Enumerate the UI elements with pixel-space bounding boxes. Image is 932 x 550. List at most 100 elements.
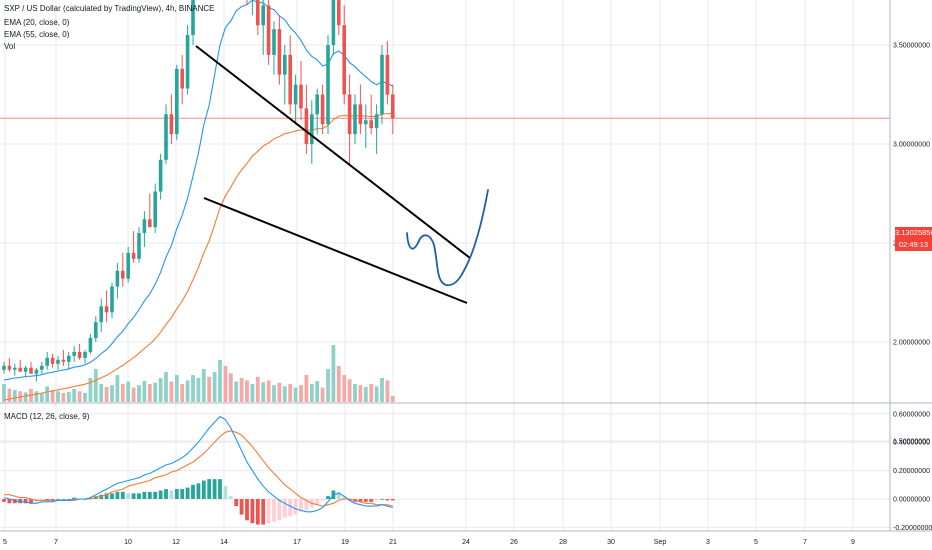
candle-body	[342, 25, 346, 95]
macd-histogram-bar	[142, 491, 147, 499]
volume-bar	[104, 387, 109, 402]
x-tick-label: 5	[3, 539, 7, 546]
volume-bar	[212, 372, 217, 402]
volume-bar	[137, 385, 141, 402]
macd-histogram-bar	[239, 499, 244, 515]
candle-body	[110, 286, 114, 313]
candle-body	[304, 108, 309, 144]
macd-histogram-bar	[147, 491, 152, 499]
volume-bar	[315, 381, 320, 402]
candle-body	[180, 68, 184, 89]
macd-histogram-bar	[50, 499, 55, 501]
candle-body	[45, 357, 49, 366]
macd-histogram-bar	[153, 491, 158, 499]
macd-histogram-bar	[380, 499, 384, 500]
macd-histogram-bar	[2, 499, 6, 502]
candlesticks[interactable]	[2, 0, 395, 382]
volume-bar	[228, 373, 233, 402]
candle-body	[77, 351, 82, 358]
volume-bar	[180, 384, 185, 402]
volume-bar	[336, 366, 341, 402]
macd-histogram-bar	[255, 499, 260, 525]
macd-histogram-bar	[250, 499, 255, 524]
candle-body	[23, 367, 28, 372]
x-tick-label: 9	[851, 539, 855, 546]
x-tick-label: 21	[389, 539, 397, 546]
candle-body	[331, 0, 336, 45]
candle-body	[121, 270, 125, 279]
volume-bar	[218, 360, 222, 402]
volume-bar	[266, 380, 271, 402]
volume-bar	[369, 384, 374, 402]
candle-body	[18, 367, 22, 372]
candle-body	[13, 367, 17, 370]
candle-body	[34, 369, 39, 374]
candle-body	[29, 367, 33, 374]
ema20-legend: EMA (20, close, 0)	[4, 18, 70, 27]
trendline-drawings[interactable]	[195, 45, 489, 304]
macd-histogram-bar	[390, 499, 395, 501]
candle-body	[380, 54, 384, 115]
macd-histogram-bar	[234, 499, 239, 507]
volume-bar	[7, 388, 12, 402]
macd-histogram-bar	[39, 499, 44, 501]
volume-bar	[358, 385, 363, 402]
macd-histogram-bar	[99, 494, 104, 499]
candle-body	[56, 359, 60, 364]
candle-body	[94, 322, 98, 339]
macd-histogram-bar	[137, 493, 141, 499]
candle-body	[272, 29, 276, 55]
volume-bar	[191, 375, 195, 402]
macd-histogram-bar	[315, 499, 320, 505]
volume-bar	[277, 382, 282, 402]
macd-histogram-bar	[293, 499, 298, 515]
candle-body	[142, 219, 147, 234]
candle-body	[175, 68, 179, 135]
macd-y-tick-label: 0.00000000	[893, 497, 930, 504]
x-tick-label: 14	[220, 539, 228, 546]
candle-body	[131, 252, 136, 259]
volume-bar	[23, 392, 28, 402]
volume-bar	[66, 391, 71, 402]
candle-body	[266, 5, 271, 55]
volume-bar	[261, 382, 266, 402]
candle-body	[169, 114, 174, 135]
volume-bar	[61, 393, 66, 402]
ema55-legend: EMA (55, close, 0)	[4, 30, 70, 39]
volume-bar	[99, 384, 104, 402]
candle-body	[385, 54, 390, 95]
volume-bar	[374, 386, 379, 402]
macd-y-tick-label: 0.60000000	[893, 411, 930, 418]
volume-bar	[320, 387, 325, 402]
macd-histogram-bar	[266, 499, 271, 524]
macd-histogram-bar	[174, 489, 179, 499]
candle-body	[88, 338, 93, 352]
candle-body	[7, 365, 12, 370]
volume-bar	[110, 385, 114, 402]
macd-histogram-bar	[201, 480, 206, 499]
macd-histogram-bar	[228, 496, 233, 499]
macd-histogram-bar	[7, 499, 12, 504]
macd-histogram-bar	[196, 483, 201, 499]
candle-body	[320, 94, 325, 125]
candle-body	[293, 84, 298, 105]
x-tick-label: 26	[510, 539, 518, 546]
projection-curve	[406, 189, 489, 287]
candle-body	[61, 359, 66, 362]
y-tick-label: 3.50000000	[893, 43, 930, 50]
macd-histogram-bar	[212, 479, 217, 499]
x-tick-label: 3	[706, 539, 710, 546]
volume-bar	[174, 375, 179, 402]
macd-pane	[2, 415, 395, 525]
volume-bar	[126, 381, 131, 402]
candle-body	[315, 94, 319, 115]
volume-bar	[153, 382, 158, 402]
lower-trendline	[203, 197, 468, 304]
chart-title-legend: SXP / US Dollar (calculated by TradingVi…	[4, 4, 215, 13]
volume-bar	[158, 378, 163, 402]
macd-histogram-bar	[288, 499, 293, 517]
macd-histogram-bar	[320, 499, 325, 501]
macd-histogram-bar	[164, 489, 168, 499]
